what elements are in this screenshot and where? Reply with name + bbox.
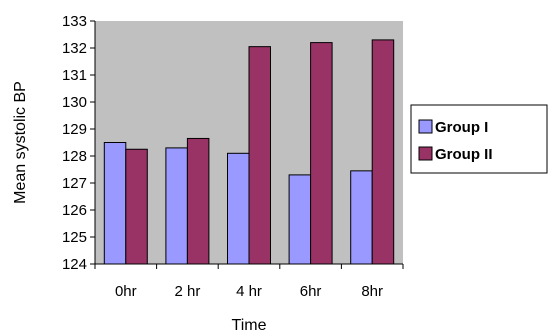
x-tick-label: 8hr — [361, 283, 383, 300]
legend-label-group-i: Group I — [435, 119, 488, 136]
legend-swatch-group-ii — [418, 146, 433, 161]
y-tick-label: 128 — [62, 148, 87, 165]
x-axis-title: Time — [232, 317, 267, 334]
y-tick-label: 131 — [62, 67, 87, 84]
y-tick-label: 124 — [62, 256, 87, 273]
x-tick-label: 4 hr — [236, 283, 262, 300]
bar-group-ii-0 — [125, 148, 148, 265]
y-tick-label: 132 — [62, 40, 87, 57]
legend-swatch-group-i — [418, 119, 433, 134]
y-tick-label: 129 — [62, 121, 87, 138]
bar-group-ii-1 — [186, 137, 210, 265]
y-tick-label: 130 — [62, 94, 87, 111]
y-tick-label: 126 — [62, 202, 87, 219]
legend: Group I Group II — [410, 104, 548, 174]
bar-group-i-2 — [227, 152, 250, 265]
legend-label-group-ii: Group II — [435, 146, 493, 163]
bars — [103, 39, 395, 265]
legend-box — [410, 104, 548, 174]
x-tick-label: 2 hr — [174, 283, 200, 300]
y-tick-label: 133 — [62, 13, 87, 30]
bar-group-ii-2 — [248, 46, 271, 265]
x-tick-label: 6hr — [300, 283, 322, 300]
y-axis: 124 125 126 127 128 129 130 131 132 133 — [62, 13, 96, 273]
y-tick-label: 127 — [62, 175, 87, 192]
bar-group-i-0 — [103, 142, 127, 265]
bar-group-i-4 — [350, 170, 373, 265]
y-axis-title: Mean systolic BP — [12, 81, 29, 204]
x-axis: 0hr 2 hr 4 hr 6hr 8hr — [94, 263, 404, 300]
y-tick-label: 125 — [62, 229, 87, 246]
x-tick-label: 0hr — [115, 283, 137, 300]
bar-group-ii-4 — [371, 39, 395, 265]
bar-group-ii-3 — [310, 42, 333, 265]
bar-group-i-3 — [288, 174, 312, 265]
bar-group-i-1 — [165, 147, 188, 265]
